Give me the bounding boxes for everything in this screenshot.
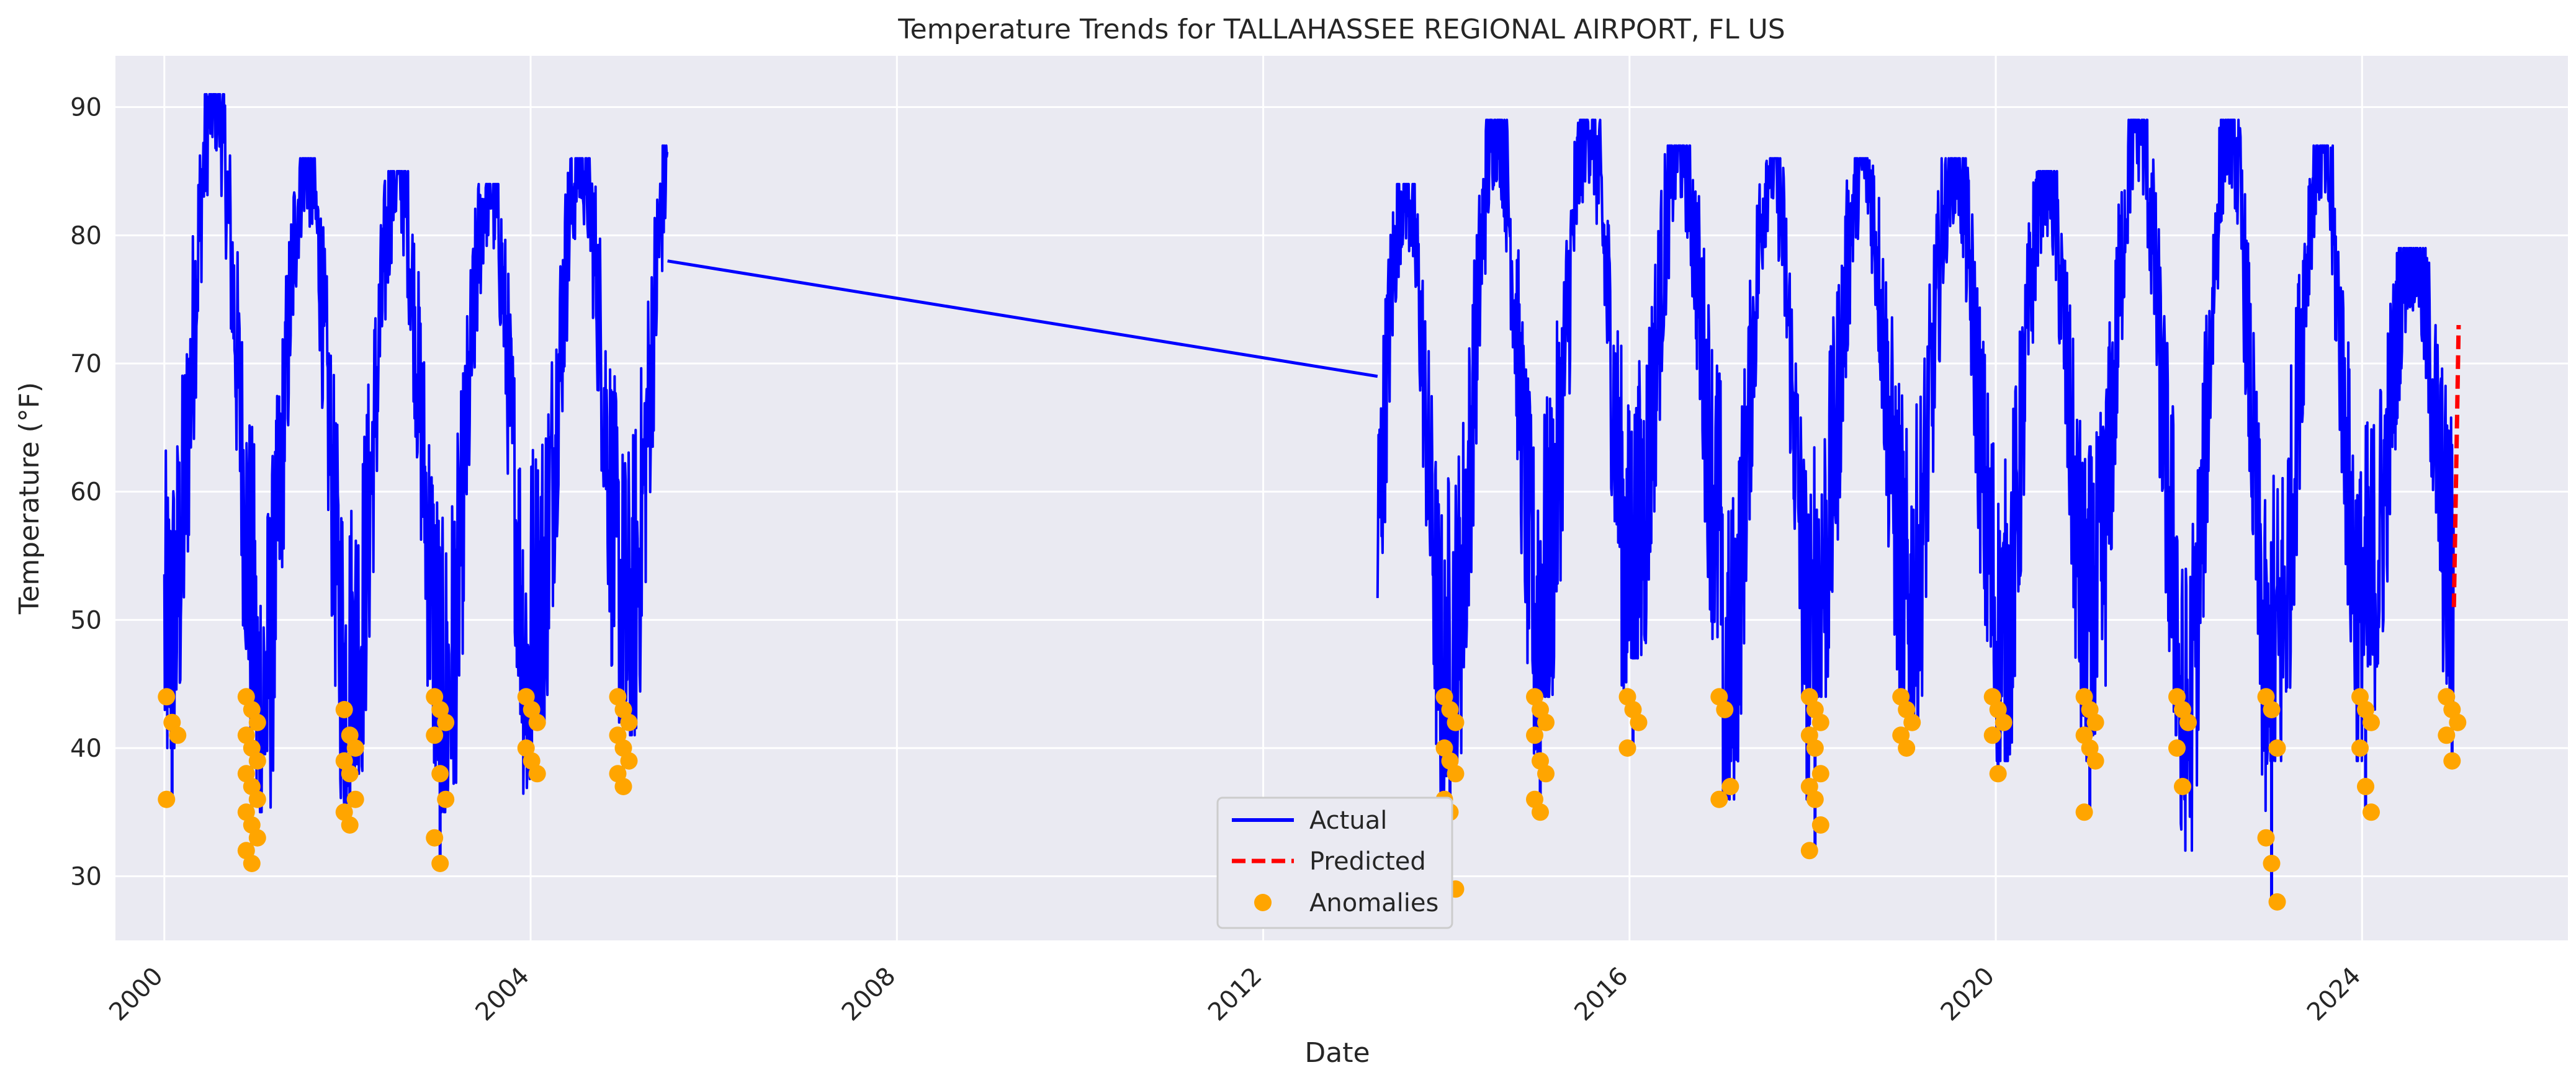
anomaly-point	[248, 790, 266, 808]
predicted-series-line	[2451, 324, 2461, 607]
anomaly-point	[169, 726, 187, 744]
anomaly-point	[1537, 765, 1555, 783]
actual-gap-line	[667, 259, 1378, 378]
x-tick-label: 2020	[1936, 962, 2001, 1027]
anomaly-point	[1811, 816, 1829, 834]
anomaly-point	[1618, 739, 1636, 757]
anomaly-point	[2443, 752, 2461, 770]
x-tick-label: 2004	[470, 962, 536, 1027]
anomaly-point	[1995, 713, 2013, 731]
anomaly-point	[437, 713, 455, 731]
anomaly-layer	[158, 688, 2467, 911]
anomaly-point	[1716, 701, 1734, 718]
anomaly-point	[1806, 739, 1824, 757]
anomaly-point	[2351, 739, 2369, 757]
anomaly-point	[1710, 790, 1728, 808]
actual-series-line-2	[1376, 118, 2455, 852]
anomaly-point	[1989, 765, 2007, 783]
legend-anomalies-label: Anomalies	[1309, 889, 1438, 917]
legend-box	[1216, 796, 1453, 929]
anomaly-point	[614, 778, 632, 795]
anomaly-point	[431, 765, 449, 783]
anomaly-point	[1811, 713, 1829, 731]
anomaly-point	[1811, 765, 1829, 783]
anomaly-point	[248, 752, 266, 770]
anomaly-point	[2168, 739, 2186, 757]
y-tick-label: 40	[70, 734, 102, 763]
anomaly-point	[346, 739, 364, 757]
x-tick-label: 2008	[837, 962, 902, 1027]
anomaly-point	[437, 790, 455, 808]
legend-predicted-label: Predicted	[1309, 847, 1426, 876]
anomaly-point	[2086, 713, 2104, 731]
legend-actual-label: Actual	[1309, 806, 1387, 835]
anomaly-point	[248, 829, 266, 847]
anomaly-point	[431, 855, 449, 872]
anomaly-point	[1800, 842, 1818, 860]
anomaly-point	[341, 765, 359, 783]
actual-series-line-1	[163, 93, 669, 814]
anomaly-point	[346, 790, 364, 808]
x-tick-label: 2000	[104, 962, 169, 1027]
anomaly-point	[2257, 829, 2275, 847]
anomaly-point	[2263, 855, 2281, 872]
anomaly-point	[248, 713, 266, 731]
anomaly-point	[2263, 701, 2281, 718]
anomaly-point	[2179, 713, 2197, 731]
anomaly-point	[1806, 790, 1824, 808]
y-tick-label: 60	[70, 478, 102, 507]
anomaly-point	[1532, 803, 1549, 821]
anomaly-point	[1447, 713, 1465, 731]
legend-anomalies-swatch	[1254, 894, 1272, 911]
anomaly-point	[2174, 778, 2191, 795]
anomaly-point	[2268, 893, 2286, 911]
x-tick-label: 2016	[1569, 962, 1634, 1027]
y-tick-label: 90	[70, 94, 102, 122]
x-axis-label: Date	[1304, 1037, 1370, 1069]
y-tick-label: 80	[70, 221, 102, 250]
anomaly-point	[2086, 752, 2104, 770]
anomaly-point	[620, 752, 638, 770]
y-tick-label: 70	[70, 350, 102, 378]
chart-title: Temperature Trends for TALLAHASSEE REGIO…	[897, 14, 1785, 45]
anomaly-point	[2075, 803, 2093, 821]
anomaly-point	[1903, 713, 1921, 731]
anomaly-point	[1447, 765, 1465, 783]
anomaly-point	[243, 855, 261, 872]
anomaly-point	[2438, 726, 2456, 744]
anomaly-point	[426, 726, 444, 744]
anomaly-point	[1630, 713, 1648, 731]
y-tick-label: 50	[70, 606, 102, 635]
anomaly-point	[620, 713, 638, 731]
anomaly-point	[1898, 739, 1916, 757]
x-tick-label: 2024	[2302, 962, 2367, 1027]
y-axis-label: Temperature (°F)	[14, 382, 45, 615]
anomaly-point	[2449, 713, 2467, 731]
anomaly-point	[335, 701, 353, 718]
anomaly-point	[158, 688, 176, 706]
anomaly-point	[2357, 778, 2374, 795]
y-tick-label: 30	[70, 863, 102, 891]
anomaly-point	[341, 816, 359, 834]
anomaly-point	[528, 713, 546, 731]
anomaly-point	[158, 790, 176, 808]
anomaly-point	[1721, 778, 1739, 795]
x-tick-label: 2012	[1203, 962, 1268, 1027]
anomaly-point	[528, 765, 546, 783]
anomaly-point	[2363, 803, 2380, 821]
anomaly-point	[1983, 726, 2001, 744]
anomaly-point	[426, 829, 444, 847]
anomaly-point	[1526, 726, 1543, 744]
anomaly-point	[2268, 739, 2286, 757]
anomaly-point	[2363, 713, 2380, 731]
legend: Actual Predicted Anomalies	[1216, 796, 1453, 929]
anomaly-point	[1537, 713, 1555, 731]
